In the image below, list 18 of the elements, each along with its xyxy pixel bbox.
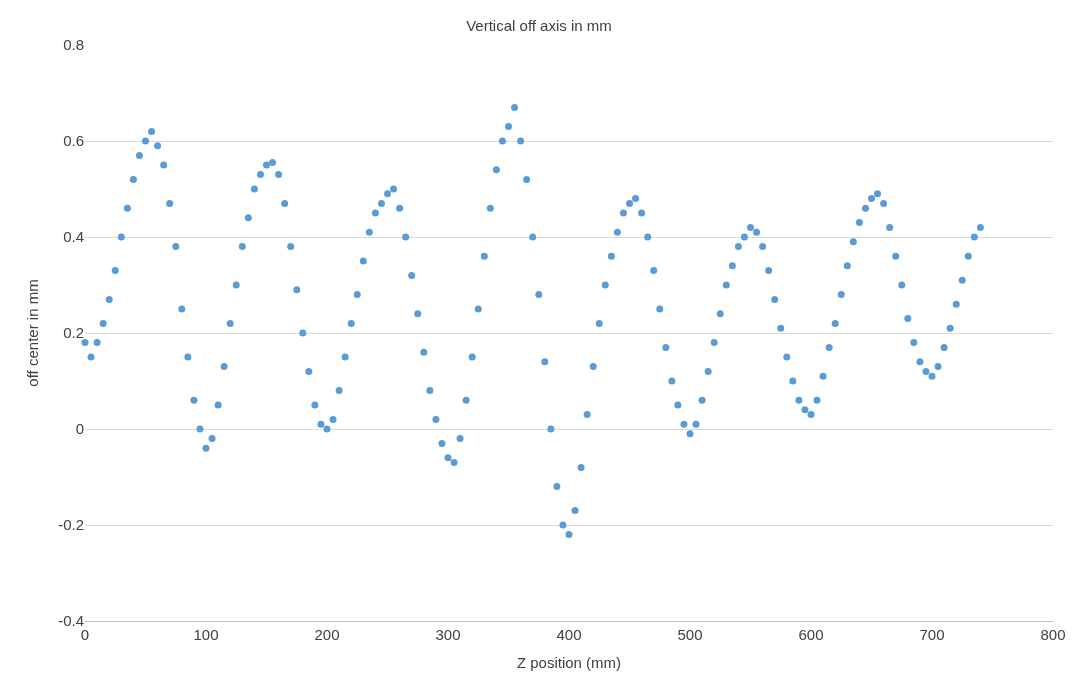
x-tick-label: 500: [677, 626, 703, 643]
y-tick-label: 0.2: [63, 324, 84, 342]
x-tick-label: 800: [1040, 626, 1066, 643]
y-tick-label: 0.8: [63, 36, 84, 54]
y-tick-label: 0: [75, 420, 84, 438]
x-tick-label: 400: [556, 626, 582, 643]
x-tick-label: 100: [193, 626, 219, 643]
x-tick-label: 700: [919, 626, 945, 643]
x-tick-label: 600: [798, 626, 824, 643]
x-axis-title: Z position (mm): [516, 654, 622, 671]
y-tick-label: 0.6: [63, 132, 84, 150]
y-tick-label: -0.4: [58, 612, 84, 630]
chart-title: Vertical off axis in mm: [466, 17, 612, 35]
y-axis-title: off center in mm: [24, 279, 42, 387]
x-tick-label: 300: [435, 626, 461, 643]
y-tick-label: 0.4: [63, 228, 84, 246]
x-tick-label: 200: [314, 626, 340, 643]
y-tick-label: -0.2: [58, 516, 84, 534]
